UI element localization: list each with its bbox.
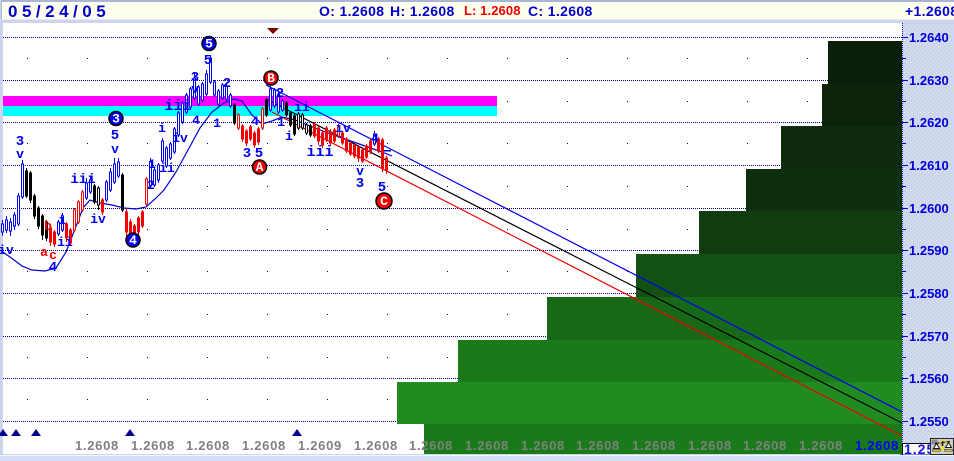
- svg-text:1.2600: 1.2600: [909, 201, 949, 216]
- svg-text:4: 4: [251, 114, 259, 129]
- svg-text:4: 4: [49, 260, 57, 276]
- svg-text:2: 2: [276, 86, 284, 102]
- svg-text:1.2608: 1.2608: [688, 438, 732, 453]
- svg-text:4: 4: [192, 113, 200, 128]
- svg-text:1.2609: 1.2609: [298, 438, 342, 453]
- svg-text:v: v: [111, 142, 119, 157]
- svg-text:iv: iv: [335, 121, 351, 136]
- svg-text:1.2610: 1.2610: [909, 158, 949, 173]
- svg-text:v: v: [356, 164, 364, 179]
- svg-text:1.2580: 1.2580: [909, 286, 949, 301]
- svg-text:1: 1: [213, 116, 221, 131]
- svg-text:1.2560: 1.2560: [909, 371, 949, 386]
- svg-text:1.2608: 1.2608: [855, 438, 899, 453]
- svg-text:1.2608: 1.2608: [75, 438, 119, 453]
- svg-text:1.2620: 1.2620: [909, 115, 949, 130]
- svg-text:ii: ii: [294, 100, 310, 115]
- svg-text:3: 3: [191, 70, 199, 86]
- svg-text:5: 5: [111, 128, 119, 144]
- svg-text:1.2550: 1.2550: [909, 414, 949, 429]
- svg-text:b: b: [44, 219, 52, 234]
- svg-text:1.2608: 1.2608: [632, 438, 676, 453]
- svg-text:iv: iv: [0, 243, 14, 258]
- svg-text:5: 5: [378, 180, 386, 196]
- svg-text:1.2640: 1.2640: [909, 30, 949, 45]
- svg-text:ii: ii: [57, 235, 73, 250]
- svg-text:5: 5: [205, 37, 213, 52]
- svg-text:ii: ii: [159, 161, 175, 176]
- svg-text:v: v: [191, 82, 199, 97]
- svg-text:1.2570: 1.2570: [909, 329, 949, 344]
- svg-text:1.2630: 1.2630: [909, 73, 949, 88]
- svg-text:v: v: [16, 147, 24, 162]
- svg-text:A: A: [256, 160, 264, 175]
- svg-text:1.2608: 1.2608: [242, 438, 286, 453]
- svg-text:1.2608: 1.2608: [576, 438, 620, 453]
- svg-text:iii: iii: [306, 144, 333, 161]
- svg-text:1: 1: [277, 115, 285, 130]
- svg-text:1.2608: 1.2608: [354, 438, 398, 453]
- svg-text:i: i: [58, 213, 66, 228]
- svg-text:B: B: [267, 71, 275, 86]
- svg-text:1.2590: 1.2590: [909, 243, 949, 258]
- svg-text:1.25: 1.25: [904, 441, 935, 457]
- svg-text:i: i: [158, 121, 166, 136]
- svg-text:1.2608: 1.2608: [409, 438, 453, 453]
- svg-text:iii: iii: [164, 98, 191, 115]
- svg-text:4: 4: [129, 233, 137, 248]
- svg-text:1.2608: 1.2608: [186, 438, 230, 453]
- svg-text:3: 3: [243, 146, 251, 162]
- svg-text:2: 2: [147, 178, 155, 193]
- svg-text:i: i: [285, 129, 293, 144]
- svg-text:c: c: [49, 248, 57, 263]
- svg-text:3: 3: [112, 112, 120, 127]
- svg-text:iv: iv: [90, 212, 106, 227]
- svg-text:2: 2: [223, 76, 231, 92]
- svg-text:5: 5: [255, 146, 263, 162]
- svg-text:3: 3: [356, 176, 364, 192]
- svg-text:1.2608: 1.2608: [131, 438, 175, 453]
- svg-text:5: 5: [204, 53, 212, 69]
- svg-text:1: 1: [148, 157, 156, 172]
- svg-text:3: 3: [16, 134, 24, 150]
- svg-text:1.2608: 1.2608: [521, 438, 565, 453]
- svg-text:iv: iv: [172, 131, 188, 146]
- svg-text:4: 4: [371, 131, 379, 146]
- svg-text:a: a: [40, 245, 48, 260]
- svg-text:1.2608: 1.2608: [743, 438, 787, 453]
- svg-text:1.2608: 1.2608: [465, 438, 509, 453]
- svg-text:1.2608: 1.2608: [799, 438, 843, 453]
- svg-text:C: C: [380, 194, 388, 209]
- svg-text:iii: iii: [70, 172, 95, 188]
